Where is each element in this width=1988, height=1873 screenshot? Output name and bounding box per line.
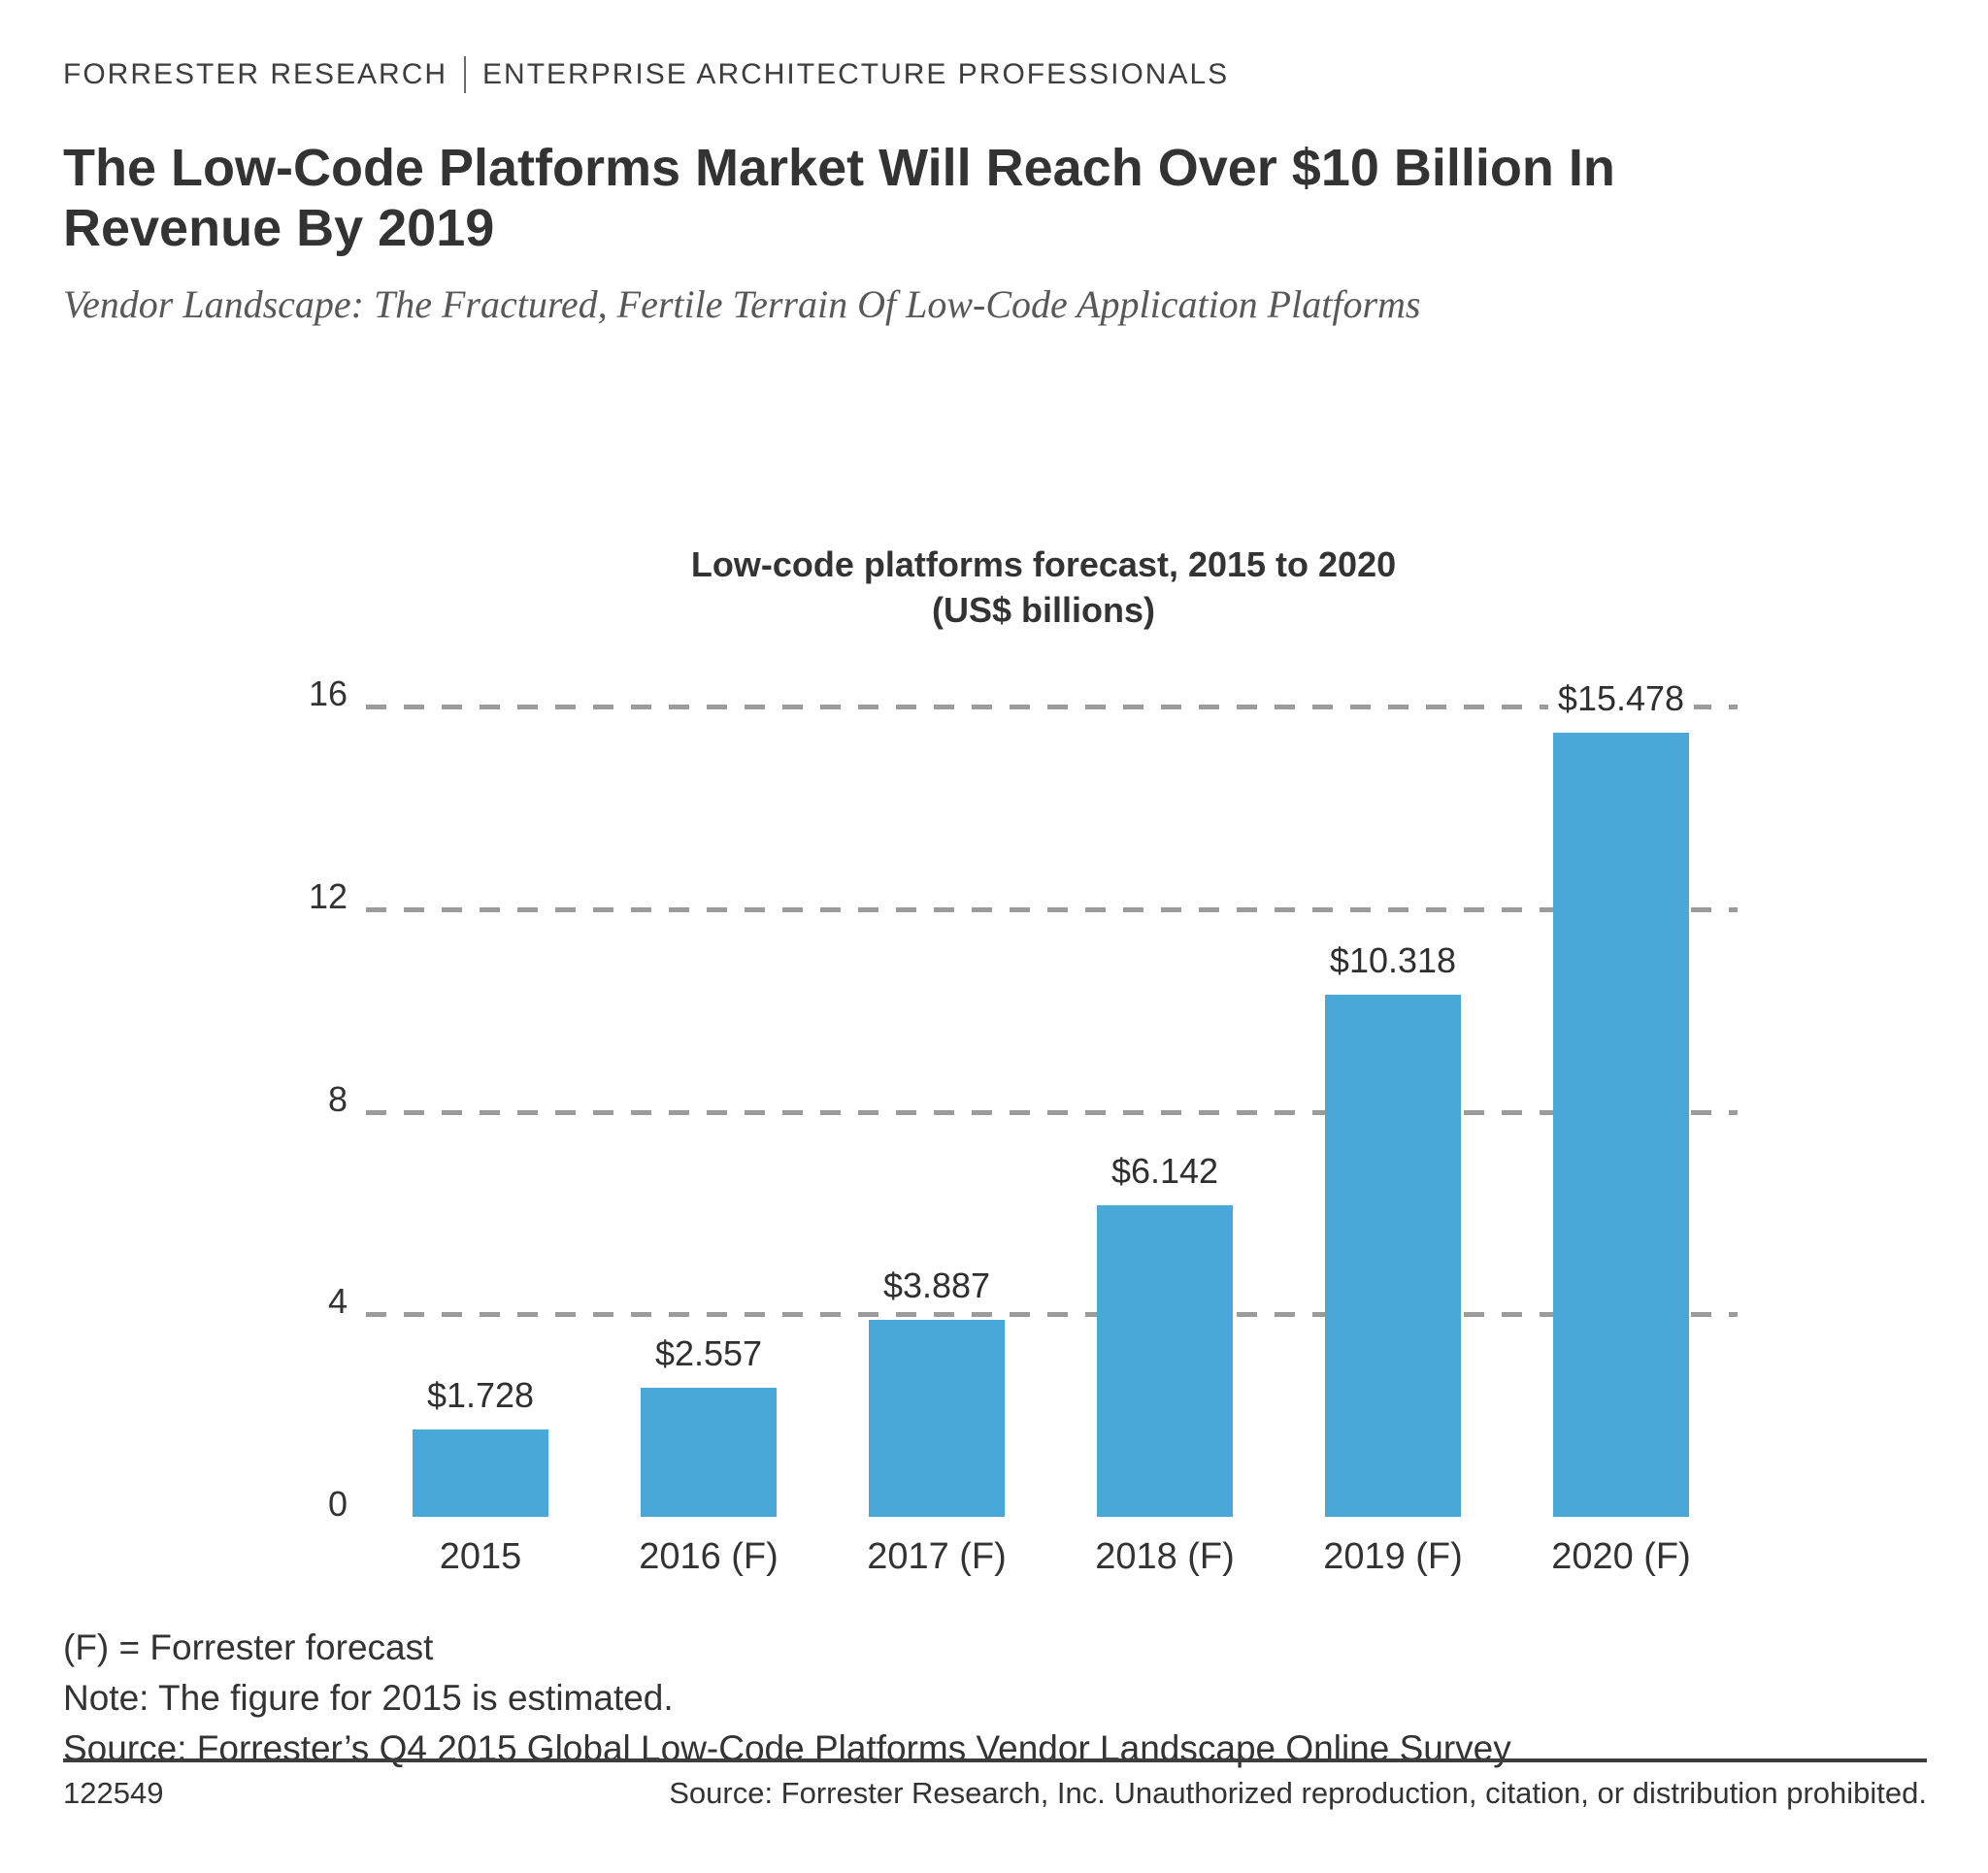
- bar-2015: [413, 1429, 548, 1517]
- brand-label: FORRESTER RESEARCH: [63, 58, 448, 90]
- divider-rule: [63, 1758, 1927, 1762]
- gridline-8: [366, 1109, 1738, 1115]
- x-tick-label-2017: 2017 (F): [867, 1536, 1007, 1577]
- bar-2017: [869, 1320, 1005, 1517]
- x-tick-label-2018: 2018 (F): [1095, 1536, 1235, 1577]
- bar-2019: [1325, 994, 1461, 1517]
- bar-2018: [1097, 1205, 1233, 1517]
- footnote-note: Note: The figure for 2015 is estimated.: [63, 1678, 674, 1718]
- x-tick-label-2016: 2016 (F): [639, 1536, 779, 1577]
- footer-copyright: Source: Forrester Research, Inc. Unautho…: [669, 1776, 1927, 1810]
- chart-title-line-1: Low-code platforms forecast, 2015 to 202…: [690, 544, 1397, 584]
- footnote-survey-source: Source: Forrester’s Q4 2015 Global Low-C…: [63, 1728, 1511, 1768]
- value-label-2017: $3.887: [873, 1265, 1001, 1307]
- y-tick-label-4: 4: [327, 1281, 348, 1322]
- y-tick-label-8: 8: [327, 1078, 348, 1119]
- value-label-2015: $1.728: [416, 1374, 545, 1416]
- y-tick-label-16: 16: [308, 674, 348, 713]
- report-title-line-1: The Low-Code Platforms Market Will Reach…: [63, 139, 1615, 197]
- value-label-2018: $6.142: [1101, 1151, 1229, 1193]
- report-title: The Low-Code Platforms Market Will Reach…: [63, 138, 1615, 258]
- header-kicker: FORRESTER RESEARCH ENTERPRISE ARCHITECTU…: [63, 56, 1229, 93]
- division-label: ENTERPRISE ARCHITECTURE PROFESSIONALS: [482, 58, 1230, 90]
- gridline-16: [366, 705, 1738, 709]
- value-label-2019: $10.318: [1319, 939, 1467, 981]
- y-tick-label-12: 12: [308, 875, 348, 916]
- chart-title-line-2: (US$ billions): [931, 590, 1155, 630]
- value-label-2016: $2.557: [645, 1332, 773, 1374]
- bar-2020: [1553, 733, 1689, 1517]
- y-tick-label-0: 0: [327, 1484, 348, 1524]
- x-tick-label-2020: 2020 (F): [1551, 1536, 1691, 1577]
- gridline-4: [366, 1312, 1738, 1318]
- footnote-forecast-key: (F) = Forrester forecast: [63, 1627, 434, 1667]
- x-tick-label-2015: 2015: [439, 1536, 522, 1577]
- report-title-line-2: Revenue By 2019: [63, 199, 495, 257]
- kicker-divider: [464, 56, 467, 93]
- bar-2016: [641, 1387, 777, 1517]
- report-subtitle: Vendor Landscape: The Fractured, Fertile…: [63, 282, 1421, 326]
- footer: 122549 Source: Forrester Research, Inc. …: [63, 1776, 1927, 1811]
- chart-title: Low-code platforms forecast, 2015 to 202…: [311, 542, 1776, 633]
- footer-doc-id: 122549: [63, 1776, 164, 1810]
- value-label-2020: $15.478: [1547, 678, 1695, 720]
- footnotes: (F) = Forrester forecast Note: The figur…: [63, 1623, 1511, 1774]
- gridline-12: [366, 906, 1738, 912]
- x-tick-label-2019: 2019 (F): [1323, 1536, 1463, 1577]
